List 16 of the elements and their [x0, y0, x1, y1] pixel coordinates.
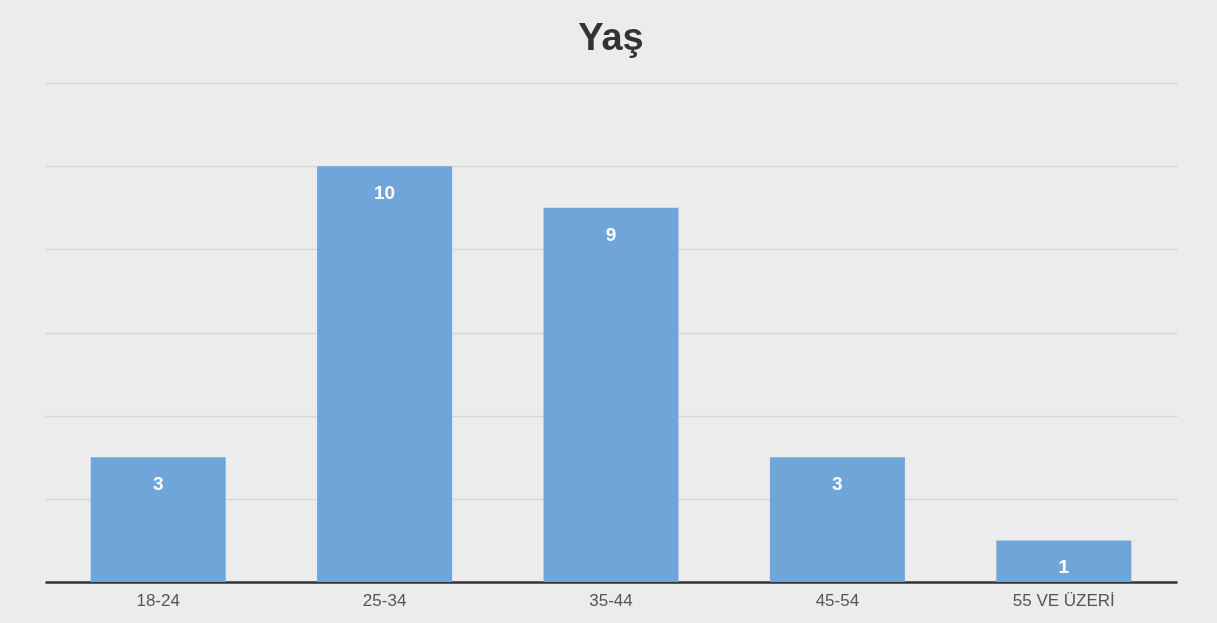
x-tick-label: 18-24 — [136, 590, 180, 610]
bar — [769, 457, 905, 582]
x-tick-label: 55 VE ÜZERİ — [1012, 590, 1115, 610]
data-label: 3 — [152, 473, 164, 495]
data-label: 1 — [1058, 556, 1070, 578]
x-tick-label: 35-44 — [589, 590, 633, 610]
x-tick-label: 45-54 — [815, 590, 860, 610]
bar — [996, 540, 1132, 582]
bar — [317, 166, 453, 582]
bar — [90, 457, 226, 582]
data-label: 9 — [605, 223, 617, 245]
x-tick-label: 25-34 — [362, 590, 407, 610]
data-label: 3 — [832, 473, 843, 495]
bar — [543, 207, 679, 582]
chart-title: Yaş — [578, 16, 644, 58]
data-label: 10 — [374, 182, 396, 204]
